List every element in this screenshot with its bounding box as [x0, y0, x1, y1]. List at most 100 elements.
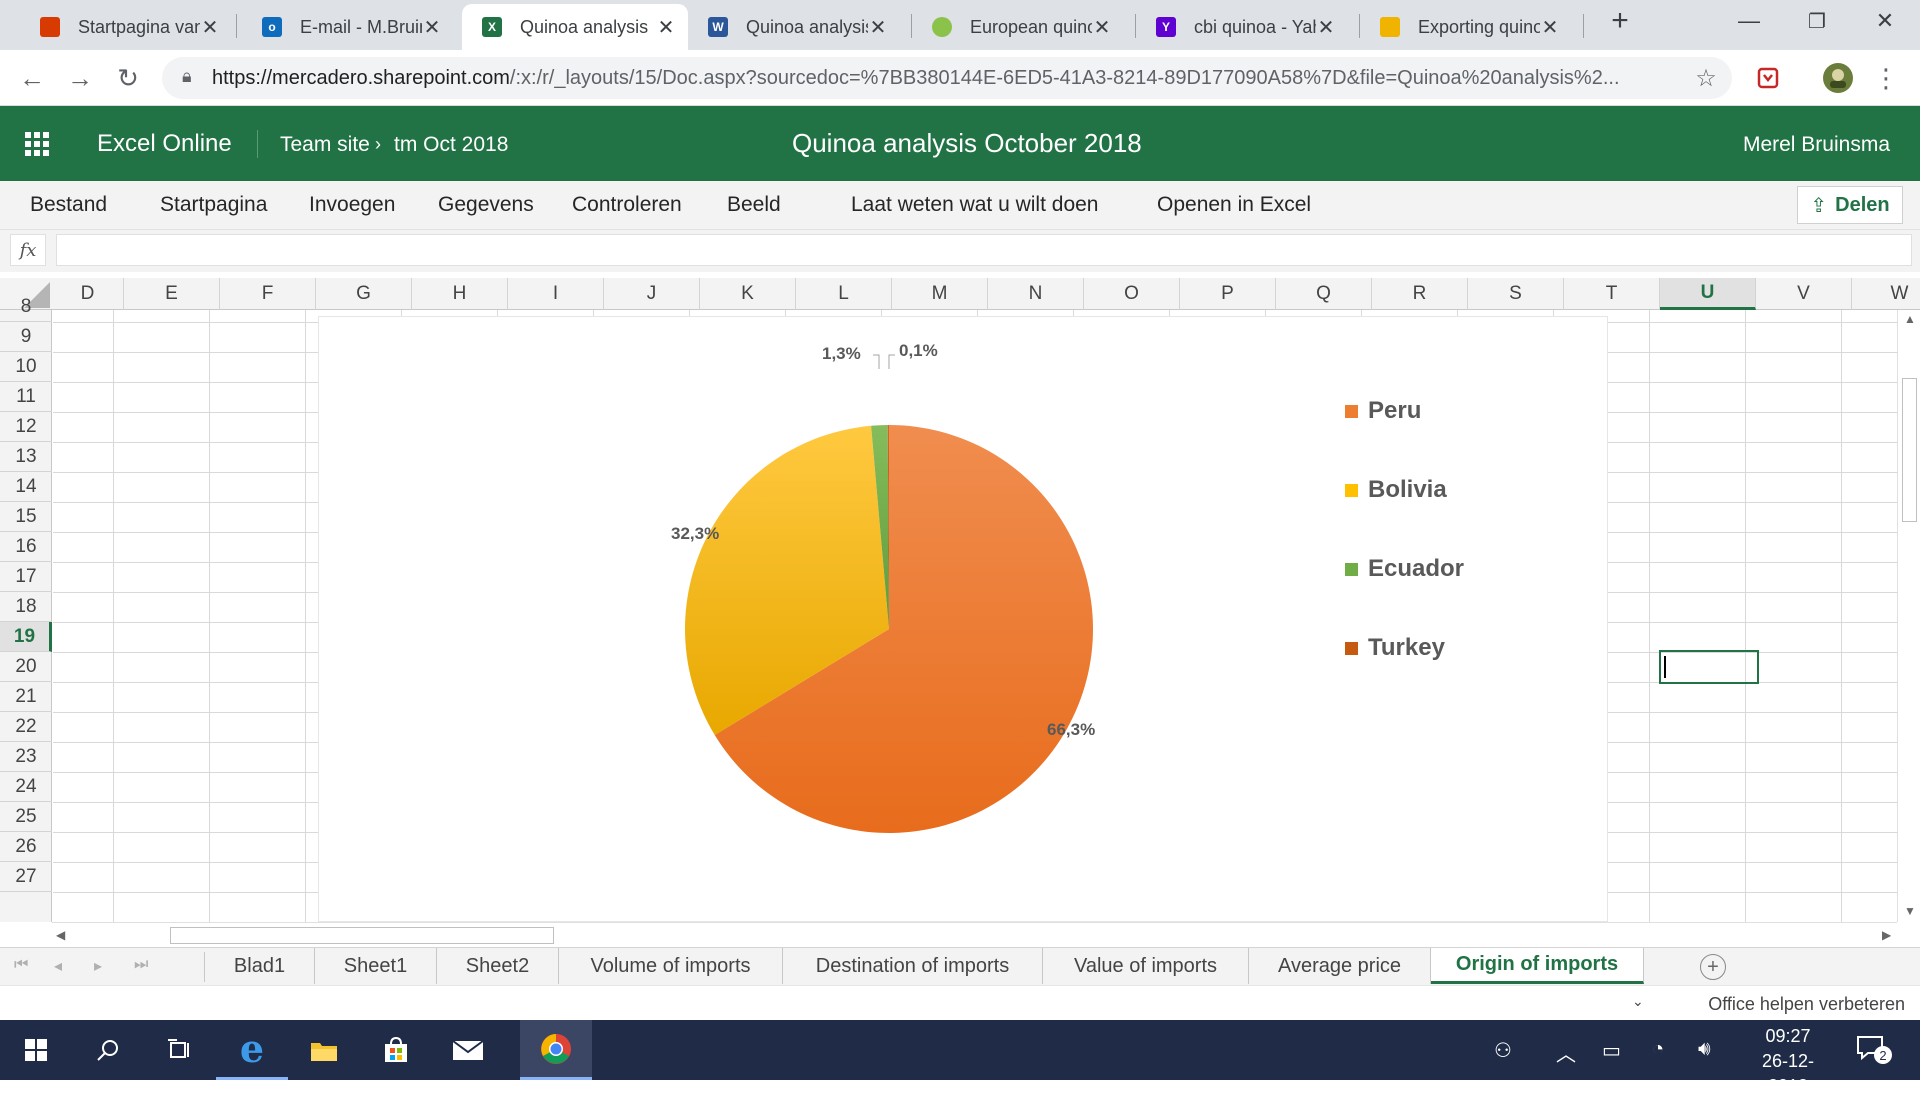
column-header-l[interactable]: L [796, 278, 892, 310]
sheet-tab-sheet2[interactable]: Sheet2 [437, 948, 559, 984]
column-header-t[interactable]: T [1564, 278, 1660, 310]
add-sheet-button[interactable]: + [1700, 954, 1726, 980]
column-header-f[interactable]: F [220, 278, 316, 310]
scroll-up-arrow-icon[interactable]: ▲ [1904, 312, 1916, 326]
menu-open-in-excel[interactable]: Openen in Excel [1157, 193, 1312, 216]
close-tab-icon[interactable]: ✕ [1093, 16, 1111, 39]
restore-button[interactable]: ❐ [1808, 10, 1826, 33]
row-header-16[interactable]: 16 [0, 532, 52, 562]
column-header-u[interactable]: U [1660, 278, 1756, 310]
row-header-14[interactable]: 14 [0, 472, 52, 502]
file-explorer-icon[interactable] [288, 1020, 360, 1080]
clock[interactable]: 09:27 26-12-2018 [1743, 1024, 1833, 1099]
row-header-10[interactable]: 10 [0, 352, 52, 382]
row-header-11[interactable]: 11 [0, 382, 52, 412]
row-header-22[interactable]: 22 [0, 712, 52, 742]
browser-tab-4[interactable]: European quino ✕ [912, 4, 1124, 50]
action-center-icon[interactable]: 2 [1856, 1034, 1892, 1066]
row-header-8[interactable]: 8 [0, 292, 52, 322]
next-sheet-icon[interactable]: ▸ [94, 958, 103, 975]
row-header-27[interactable]: 27 [0, 862, 52, 892]
menu-beeld[interactable]: Beeld [727, 193, 781, 216]
new-tab-button[interactable]: + [1611, 4, 1629, 37]
row-header-26[interactable]: 26 [0, 832, 52, 862]
menu-startpagina[interactable]: Startpagina [160, 193, 268, 216]
menu-bestand[interactable]: Bestand [30, 193, 108, 216]
chevron-down-icon[interactable]: ⌄ [1632, 993, 1644, 1009]
menu-gegevens[interactable]: Gegevens [438, 193, 534, 216]
sheet-tab-volume-of-imports[interactable]: Volume of imports [559, 948, 783, 984]
column-header-w[interactable]: W [1852, 278, 1920, 310]
sheet-tab-origin-of-imports[interactable]: Origin of imports [1431, 948, 1644, 984]
column-header-n[interactable]: N [988, 278, 1084, 310]
browser-tab-3[interactable]: W Quinoa analysis ✕ [688, 4, 900, 50]
tray-chevron-up-icon[interactable]: ︿ [1556, 1044, 1576, 1066]
app-launcher-icon[interactable] [25, 132, 49, 156]
close-tab-icon[interactable]: ✕ [1317, 16, 1335, 39]
close-tab-icon[interactable]: ✕ [423, 16, 441, 39]
horizontal-scroll-thumb[interactable] [170, 927, 554, 944]
sheet-tab-value-of-imports[interactable]: Value of imports [1043, 948, 1249, 984]
browser-tab-5[interactable]: Y cbi quinoa - Yah ✕ [1136, 4, 1348, 50]
select-all-corner[interactable] [0, 278, 52, 310]
row-header-12[interactable]: 12 [0, 412, 52, 442]
browser-tab-6[interactable]: Exporting quino ✕ [1360, 4, 1572, 50]
close-tab-icon[interactable]: ✕ [201, 16, 219, 39]
close-window-button[interactable]: ✕ [1875, 8, 1895, 33]
prev-sheet-icon[interactable]: ◂ [54, 958, 63, 975]
edge-browser-icon[interactable]: e [216, 1020, 288, 1080]
column-header-j[interactable]: J [604, 278, 700, 310]
formula-input[interactable] [56, 234, 1912, 266]
document-title[interactable]: Quinoa analysis October 2018 [792, 128, 1142, 158]
forward-arrow-icon[interactable]: → [67, 62, 93, 93]
tell-me-search[interactable]: Laat weten wat u wilt doen [851, 193, 1099, 216]
close-tab-icon[interactable]: ✕ [1541, 16, 1559, 39]
minimize-button[interactable]: — [1738, 8, 1760, 33]
column-header-p[interactable]: P [1180, 278, 1276, 310]
row-header-9[interactable]: 9 [0, 322, 52, 352]
pie-chart[interactable]: 66,3% 32,3% 1,3% 0,1% Peru Bolivia Ecuad… [318, 316, 1608, 922]
column-header-o[interactable]: O [1084, 278, 1180, 310]
column-header-r[interactable]: R [1372, 278, 1468, 310]
address-bar[interactable]: 🔒︎ https://mercadero.sharepoint.com/:x:/… [162, 57, 1732, 99]
browser-tab-2-active[interactable]: X Quinoa analysis ✕ [462, 4, 688, 50]
mail-icon[interactable] [432, 1020, 504, 1080]
row-header-15[interactable]: 15 [0, 502, 52, 532]
pie-slice-turkey[interactable] [887, 425, 889, 629]
sheet-tab-sheet1[interactable]: Sheet1 [315, 948, 437, 984]
store-icon[interactable] [360, 1020, 432, 1080]
app-name[interactable]: Excel Online [97, 130, 232, 157]
reload-icon[interactable]: ↻ [117, 62, 139, 93]
sheet-tab-average-price[interactable]: Average price [1249, 948, 1431, 984]
vertical-scroll-thumb[interactable] [1902, 378, 1917, 522]
menu-controleren[interactable]: Controleren [572, 193, 682, 216]
row-header-21[interactable]: 21 [0, 682, 52, 712]
column-header-v[interactable]: V [1756, 278, 1852, 310]
browser-tab-0[interactable]: Startpagina van ✕ [20, 4, 232, 50]
row-header-25[interactable]: 25 [0, 802, 52, 832]
column-header-m[interactable]: M [892, 278, 988, 310]
back-arrow-icon[interactable]: ← [19, 62, 45, 93]
close-tab-icon[interactable]: ✕ [657, 16, 675, 39]
chrome-menu-icon[interactable]: ⋮ [1873, 62, 1899, 93]
column-header-d[interactable]: D [52, 278, 124, 310]
column-header-q[interactable]: Q [1276, 278, 1372, 310]
breadcrumb-folder[interactable]: tm Oct 2018 [394, 133, 509, 156]
breadcrumb-team-site[interactable]: Team site [280, 133, 370, 156]
task-view-icon[interactable] [144, 1020, 216, 1080]
selected-cell-u19[interactable] [1659, 650, 1759, 684]
last-sheet-icon[interactable]: ⏭︎ [134, 956, 149, 973]
column-header-e[interactable]: E [124, 278, 220, 310]
row-header-17[interactable]: 17 [0, 562, 52, 592]
row-header-23[interactable]: 23 [0, 742, 52, 772]
row-header-18[interactable]: 18 [0, 592, 52, 622]
feedback-link[interactable]: Office helpen verbeteren [1708, 994, 1905, 1014]
function-icon[interactable]: fx [10, 234, 46, 266]
close-tab-icon[interactable]: ✕ [869, 16, 887, 39]
horizontal-scrollbar[interactable]: ◀ ▶ [52, 922, 1897, 947]
pie-slice-ecuador[interactable] [871, 425, 889, 629]
extension-icon[interactable] [1750, 60, 1786, 96]
column-header-g[interactable]: G [316, 278, 412, 310]
user-name[interactable]: Merel Bruinsma [1742, 133, 1890, 156]
browser-tab-1[interactable]: o E-mail - M.Bruin ✕ [242, 4, 454, 50]
